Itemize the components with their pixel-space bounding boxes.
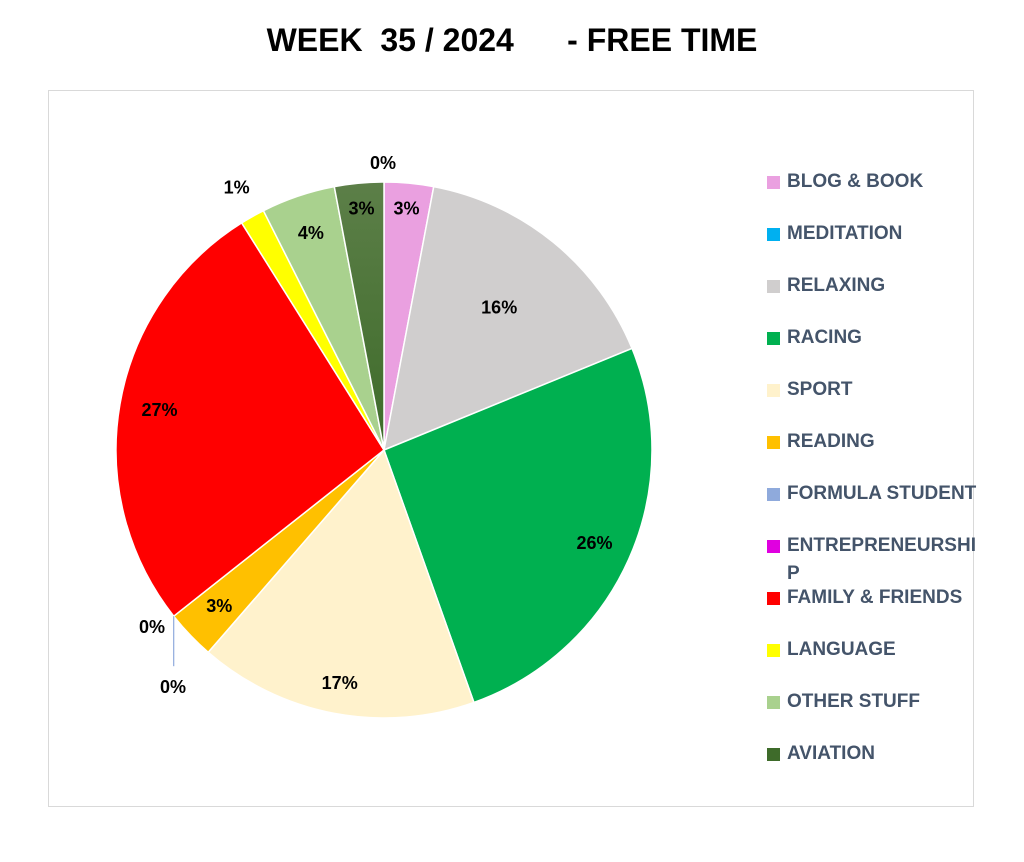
legend-label: MEDITATION	[787, 223, 903, 244]
pie-slice-sport	[207, 448, 475, 719]
data-label-family-and-friends: 27%	[141, 400, 177, 420]
legend-label: FORMULA STUDENT	[787, 483, 977, 504]
legend-swatch	[767, 332, 780, 345]
legend-swatch	[767, 592, 780, 605]
legend-label: RELAXING	[787, 275, 886, 296]
legend-label: RACING	[787, 327, 862, 348]
pie-slice-family-and-friends	[115, 221, 385, 618]
data-label-blog-and-book: 3%	[393, 199, 419, 219]
legend-swatch	[767, 228, 780, 241]
legend-swatch	[767, 748, 780, 761]
data-label-relaxing: 16%	[481, 298, 517, 318]
legend-label: LANGUAGE	[787, 639, 896, 660]
legend-swatch	[767, 436, 780, 449]
data-label-aviation: 3%	[348, 199, 374, 219]
legend-label: FAMILY & FRIENDS	[787, 587, 963, 608]
legend-label: SPORT	[787, 379, 853, 400]
chart-title: WEEK 35 / 2024 - FREE TIME	[266, 22, 758, 58]
legend-label: OTHER STUFF	[787, 691, 920, 712]
pie-slice-aviation	[333, 181, 385, 451]
legend-swatch	[767, 280, 780, 293]
data-label-language: 1%	[224, 177, 250, 197]
data-label-other-stuff: 4%	[298, 223, 324, 243]
data-label-racing: 26%	[576, 533, 612, 553]
data-label-formula-student: 0%	[139, 617, 165, 637]
legend-swatch	[767, 540, 780, 553]
pie-slice-racing	[383, 347, 653, 704]
data-label-entrepreneurship: 0%	[160, 677, 186, 697]
pie-slice-relaxing	[383, 185, 633, 452]
legend-label: BLOG & BOOK	[787, 171, 924, 192]
legend-swatch	[767, 176, 780, 189]
data-label-reading: 3%	[206, 596, 232, 616]
legend-swatch	[767, 696, 780, 709]
legend-swatch	[767, 644, 780, 657]
legend-swatch	[767, 384, 780, 397]
legend-label: READING	[787, 431, 875, 452]
legend-label: AVIATION	[787, 743, 875, 764]
data-label-sport: 17%	[322, 673, 358, 693]
legend-label: ENTREPRENEURSHIP	[787, 535, 976, 584]
legend-swatch	[767, 488, 780, 501]
data-label-meditation: 0%	[370, 153, 396, 173]
